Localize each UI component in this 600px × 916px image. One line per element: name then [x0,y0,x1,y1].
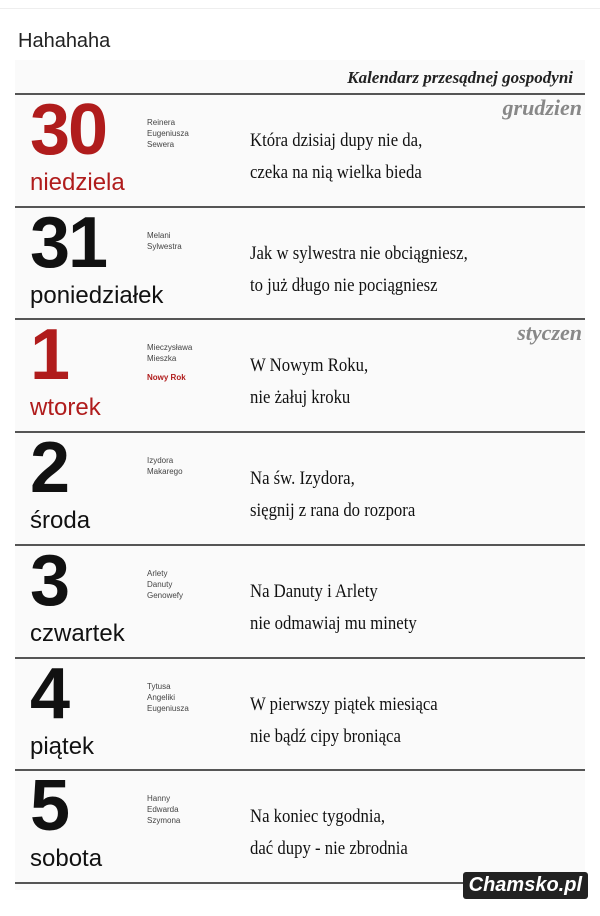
day-number: 3 [30,540,70,621]
name-day: Angeliki [147,692,176,702]
weekday: piątek [30,732,95,760]
name-days: Izydora Makarego [147,455,183,477]
verse: W Nowym Roku, nie żałuj kroku [250,350,368,414]
weekday: niedziela [30,169,125,196]
month-label: styczen [517,320,582,346]
day-number: 5 [30,766,70,847]
name-day: Izydora [147,456,174,466]
calendar-row: 1 wtorek Mieczysława Mieszka Nowy Rok W Now… [15,318,585,432]
name-day: Hanny [147,794,171,804]
name-day: Mieszka [147,354,177,364]
name-days: Melani Sylwestra [147,230,182,252]
verse-line: dać dupy - nie zbrodnia [250,838,408,860]
verse-line: nie bądź cipy broniąca [250,725,401,747]
calendar-row: 4 piątek Tytusa Angeliki Eugeniusza W pierw… [15,653,585,771]
name-days: Hanny Edwarda Szymona [147,793,180,826]
weekday: czwartek [30,619,125,647]
verse-line: W Nowym Roku, [250,355,369,377]
day-number: 31 [30,202,108,283]
verse: Która dzisiaj dupy nie da, czeka na nią w… [250,125,422,189]
verse: Na św. Izydora, sięgnij z rana do rozpora [250,463,415,527]
verse-line: Na koniec tygodnia, [250,806,386,828]
weekday: poniedziałek [30,281,164,309]
verse: Jak w sylwestra nie obciągniesz, to już d… [250,238,468,302]
verse-line: sięgnij z rana do rozpora [250,500,416,522]
verse-line: nie odmawiaj mu minety [250,612,417,634]
holiday: Nowy Rok [147,373,186,383]
month-label: grudzien [502,95,582,120]
verse-line: Na św. Izydora, [250,468,355,490]
verse-line: Jak w sylwestra nie obciągniesz, [250,242,468,264]
verse-line: Na Danuty i Arlety [250,580,378,602]
weekday: sobota [30,845,103,873]
verse-line: czeka na nią wielka bieda [250,162,422,183]
day-number: 30 [30,90,108,170]
verse-line: to już długo nie pociągniesz [250,274,438,296]
calendar-title: Kalendarz przesądnej gospodyni [347,68,573,87]
name-days: Tytusa Angeliki Eugeniusza [147,681,189,714]
weekday: środa [30,507,91,535]
calendar-row: 2 środa Izydora Makarego Na św. Izydora, si… [15,431,585,545]
day-number: 4 [30,653,70,734]
name-days: Arlety Danuty Genowefy [147,568,183,601]
day-number: 2 [30,428,70,509]
name-day: Arlety [147,568,168,578]
name-day: Mieczysława [147,343,193,353]
name-day: Eugeniusza [147,129,189,138]
verse-line: Która dzisiaj dupy nie da, [250,130,423,151]
name-day: Makarego [147,467,183,477]
post-title: Hahahaha [18,30,111,52]
name-day: Edwarda [147,805,179,815]
calendar-row: 5 sobota Hanny Edwarda Szymona Na koniec ty… [15,769,585,883]
name-day: Szymona [147,816,181,826]
name-day: Melani [147,230,171,240]
verse-line: W pierwszy piątek miesiąca [250,693,438,715]
calendar-row: 30 niedziela Reinera Eugeniusza Sewera Któr… [15,93,585,207]
weekday: wtorek [30,394,101,422]
name-day: Sylwestra [147,241,182,251]
name-days: Mieczysława Mieszka Nowy Rok [147,342,192,383]
calendar-row: 3 czwartek Arlety Danuty Genowefy Na Danuty… [15,540,585,658]
calendar-row: 31 poniedziałek Melani Sylwestra Jak w syl… [15,202,585,320]
verse: Na Danuty i Arlety nie odmawiaj mu minety [250,576,417,640]
name-day: Genowefy [147,590,184,600]
name-day: Reinera [147,118,176,127]
name-day: Eugeniusza [147,703,189,713]
calendar-image: Kalendarz przesądnej gospodyni 30 niedzi… [15,60,585,890]
verse-line: nie żałuj kroku [250,387,351,409]
bottom-divider [15,882,585,884]
watermark-logo: Chamsko.pl [462,872,588,899]
day-number: 1 [30,315,70,396]
name-day: Tytusa [147,681,171,691]
top-divider [0,0,600,9]
name-day: Danuty [147,579,173,589]
verse: Na koniec tygodnia, dać dupy - nie zbrodn… [250,801,408,865]
name-day: Sewera [147,140,175,149]
verse: W pierwszy piątek miesiąca nie bądź cipy … [250,689,438,753]
name-days: Reinera Eugeniusza Sewera [147,117,189,150]
